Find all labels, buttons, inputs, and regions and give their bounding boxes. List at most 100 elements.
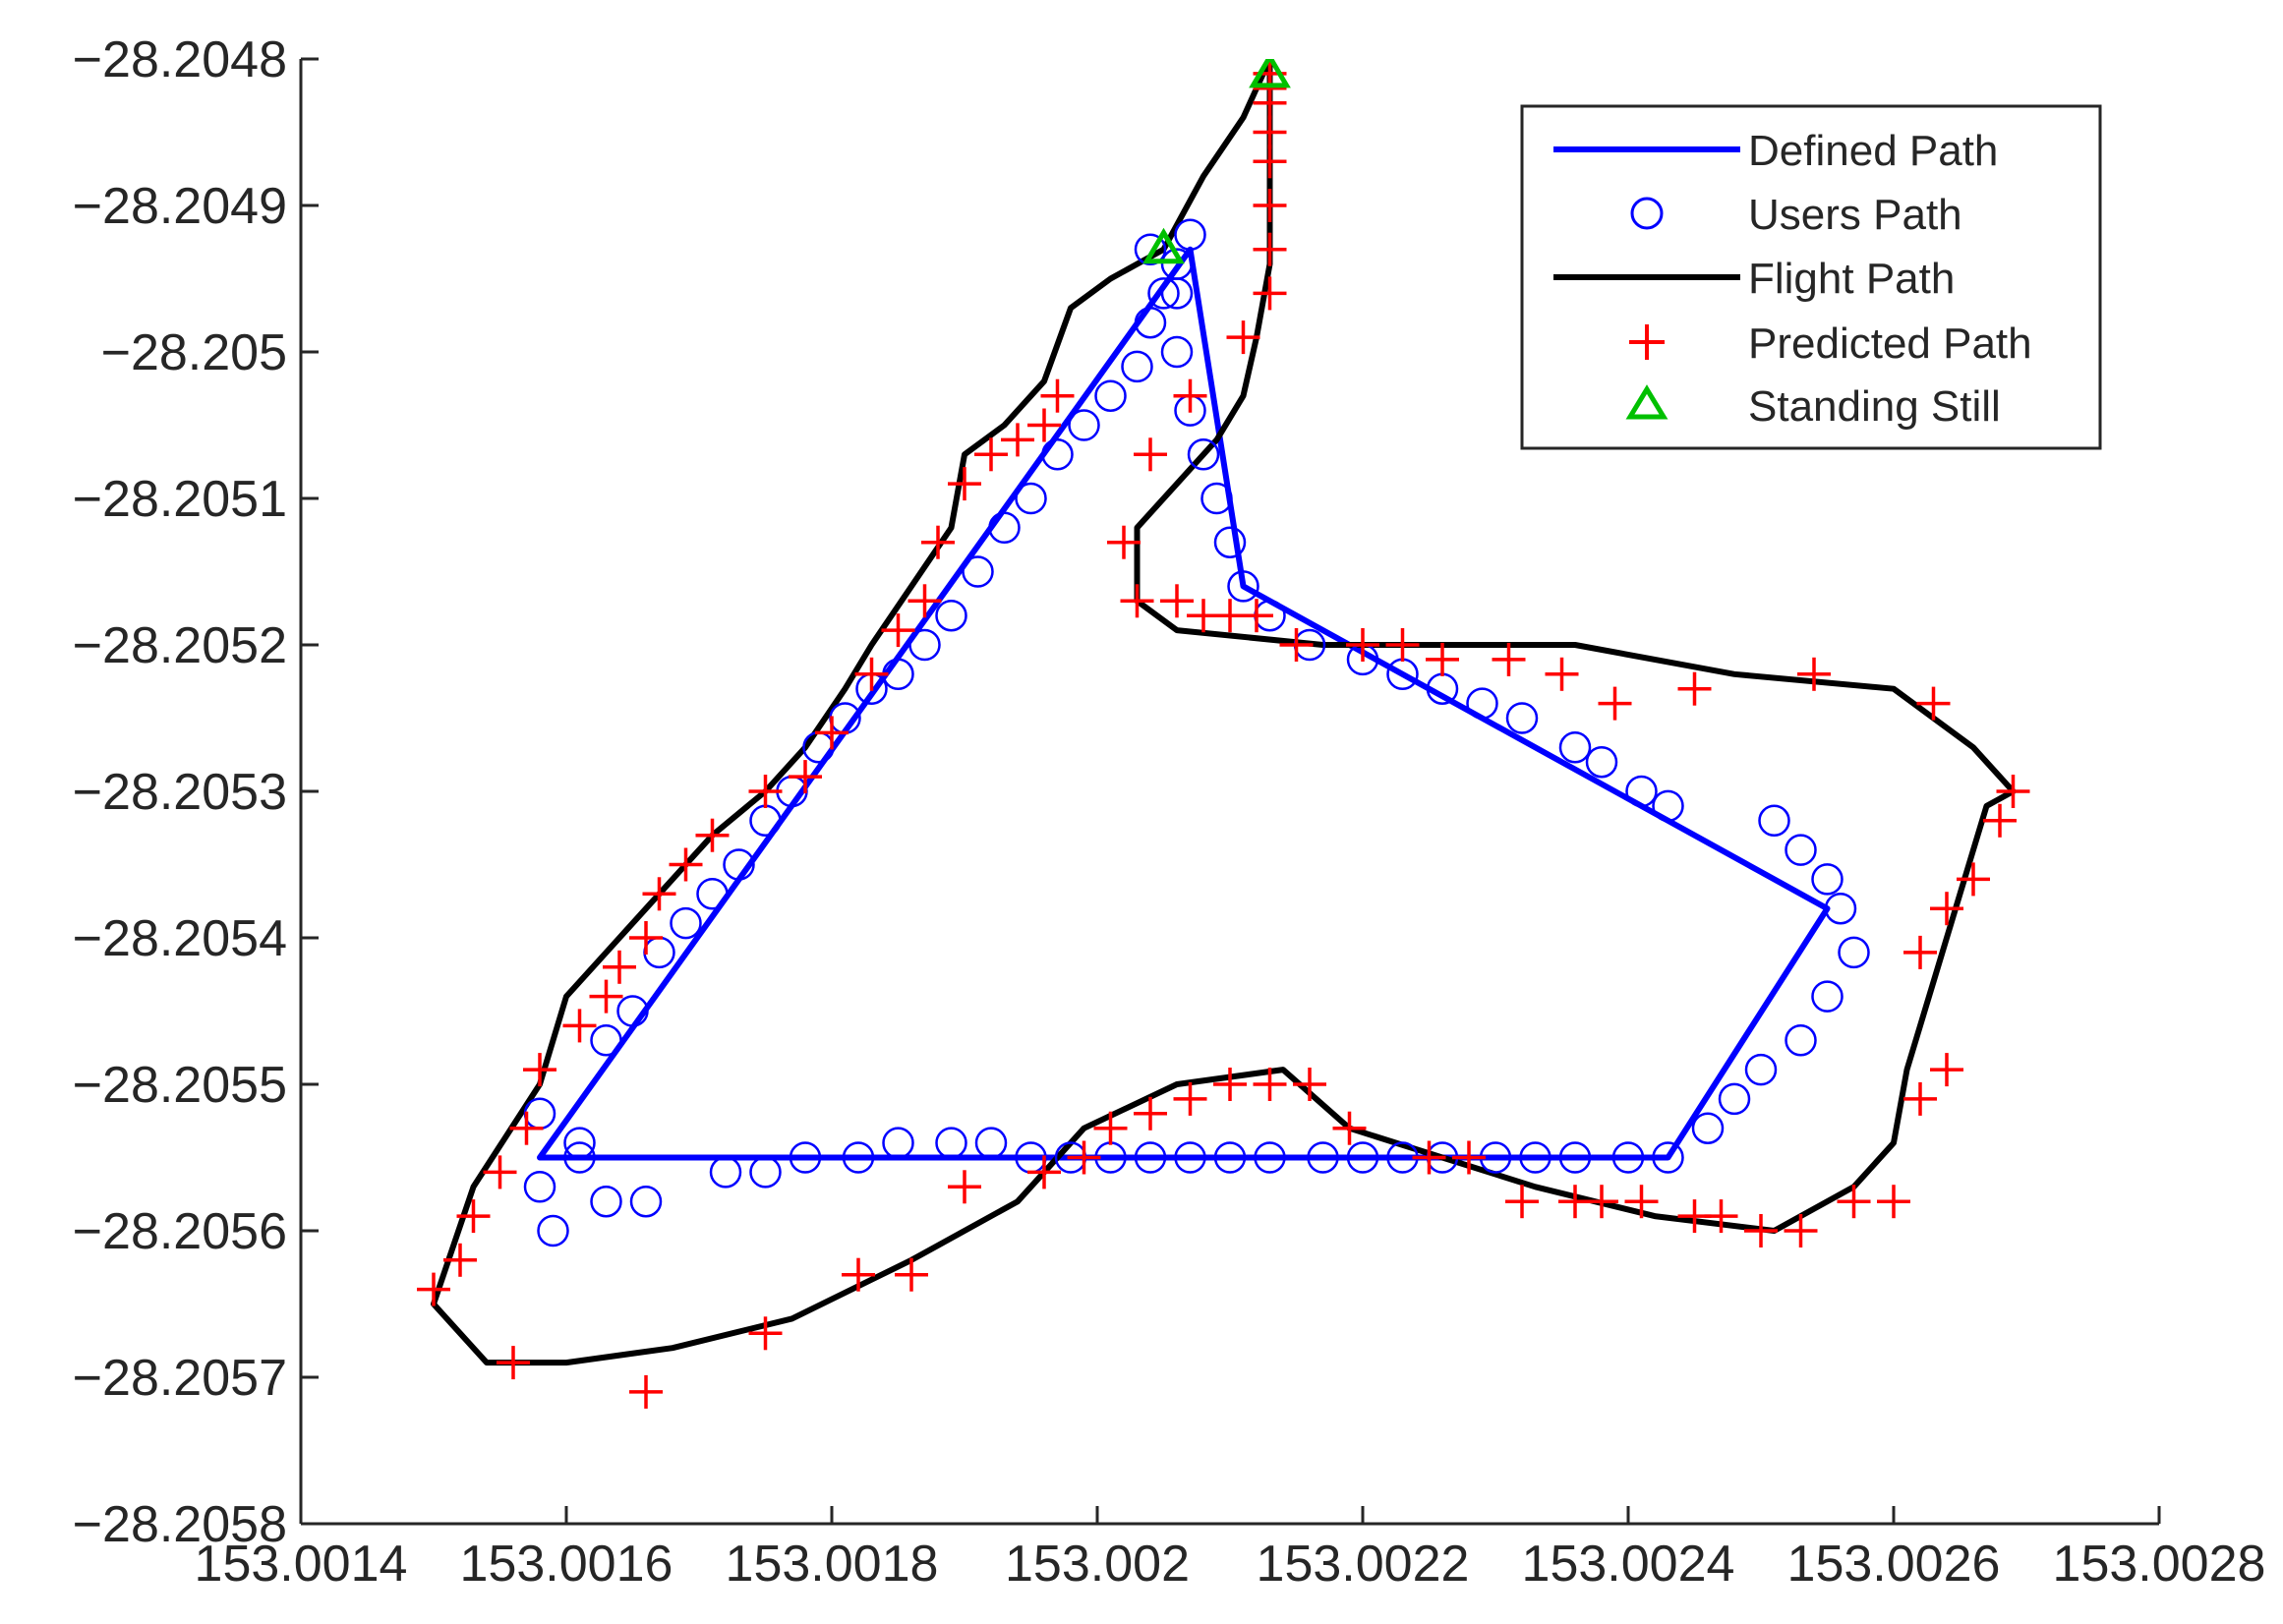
y-tick-label: −28.2051 <box>73 471 287 528</box>
data-point-predicted-path <box>589 979 623 1014</box>
data-point-users-path <box>1213 1141 1247 1174</box>
data-point-users-path <box>1147 277 1180 310</box>
data-point-predicted-path <box>1253 276 1287 311</box>
data-point-users-path <box>1718 1082 1751 1116</box>
data-point-predicted-path <box>789 760 822 794</box>
data-point-predicted-path <box>1240 599 1273 633</box>
data-point-predicted-path <box>1903 1081 1937 1116</box>
data-point-users-path <box>1307 1141 1339 1174</box>
data-point-users-path <box>974 1127 1008 1159</box>
data-point-users-path <box>1785 834 1817 866</box>
y-tick-label: −28.205 <box>101 324 287 381</box>
data-point-users-path <box>563 1141 596 1174</box>
data-point-predicted-path <box>1797 657 1831 691</box>
data-point-users-path <box>523 1171 556 1203</box>
legend-label-flight-path: Flight Path <box>1748 255 1955 303</box>
data-point-predicted-path <box>1837 1185 1871 1219</box>
data-point-users-path <box>882 1127 914 1159</box>
data-point-predicted-path <box>456 1199 491 1234</box>
x-tick-label: 153.0028 <box>2053 1536 2266 1593</box>
data-point-predicted-path <box>1253 1068 1287 1101</box>
data-point-predicted-path <box>1279 628 1314 662</box>
data-point-users-path <box>1134 233 1167 265</box>
data-point-users-path <box>1160 277 1194 310</box>
data-point-predicted-path <box>1027 1155 1061 1189</box>
data-point-predicted-path <box>1293 1068 1326 1101</box>
data-point-predicted-path <box>1253 232 1287 266</box>
data-point-users-path <box>935 599 967 632</box>
data-point-users-path <box>1811 863 1844 896</box>
data-point-predicted-path <box>603 950 636 984</box>
data-point-users-path <box>1134 306 1167 339</box>
data-point-users-path <box>1652 1141 1684 1174</box>
data-point-predicted-path <box>1996 775 2030 808</box>
data-point-predicted-path <box>948 1170 981 1204</box>
data-point-predicted-path <box>1134 437 1167 472</box>
data-point-predicted-path <box>1412 1140 1446 1175</box>
data-point-predicted-path <box>629 1374 663 1409</box>
data-point-predicted-path <box>1957 862 1990 897</box>
data-point-users-path <box>749 1156 782 1189</box>
data-point-predicted-path <box>1877 1185 1910 1219</box>
data-point-predicted-path <box>1930 1053 1963 1087</box>
data-point-users-path <box>1505 702 1539 734</box>
data-point-users-path <box>842 1141 875 1174</box>
data-point-users-path <box>1611 1141 1645 1174</box>
data-point-predicted-path <box>748 1316 783 1351</box>
data-point-predicted-path <box>1134 1096 1167 1131</box>
data-point-users-path <box>1200 482 1233 515</box>
data-point-predicted-path <box>1677 671 1712 706</box>
ticks: 153.0014 153.0016 153.0018 153.002 153.0022 1… <box>73 31 2266 1593</box>
data-point-users-path <box>935 1127 967 1159</box>
data-point-users-path <box>1187 438 1220 471</box>
data-point-predicted-path <box>921 525 955 559</box>
data-point-users-path <box>723 848 755 881</box>
data-point-users-path <box>1824 892 1857 925</box>
x-tick-label: 153.0022 <box>1257 1536 1470 1593</box>
data-point-users-path <box>1785 1024 1817 1057</box>
data-point-predicted-path <box>497 1346 530 1380</box>
data-point-predicted-path <box>417 1272 450 1306</box>
data-point-predicted-path <box>907 584 942 618</box>
data-point-predicted-path <box>1492 642 1526 676</box>
data-point-users-path <box>1134 1141 1167 1174</box>
data-point-predicted-path <box>523 1053 556 1087</box>
data-point-users-path <box>1160 335 1194 369</box>
x-tick-label: 153.0018 <box>726 1536 939 1593</box>
y-tick-label: −28.2056 <box>73 1203 287 1260</box>
data-point-predicted-path <box>881 613 915 648</box>
legend-label-predicted-path: Predicted Path <box>1748 319 2032 368</box>
data-point-predicted-path <box>1332 1111 1367 1145</box>
data-point-predicted-path <box>1784 1214 1818 1247</box>
data-point-users-path <box>1174 1141 1206 1174</box>
legend-swatch-standing-still <box>1625 384 1668 420</box>
data-point-users-path <box>962 555 994 588</box>
x-tick-label: 153.0016 <box>460 1536 673 1593</box>
data-point-users-path <box>1041 438 1074 471</box>
data-point-predicted-path <box>1598 686 1632 721</box>
series-predicted-path <box>417 59 2030 1409</box>
data-point-users-path <box>1744 1053 1778 1086</box>
data-point-users-path <box>590 1024 622 1057</box>
data-point-predicted-path <box>1001 423 1034 457</box>
series-layer <box>417 59 2030 1409</box>
data-point-predicted-path <box>1253 115 1287 149</box>
data-point-predicted-path <box>1067 1140 1101 1175</box>
y-tick-label: −28.2048 <box>73 31 287 88</box>
data-point-predicted-path <box>629 921 663 955</box>
data-point-predicted-path <box>974 437 1008 472</box>
data-point-users-path <box>1121 350 1153 383</box>
data-point-users-path <box>1811 980 1844 1013</box>
legend-swatch-predicted-path <box>1629 324 1665 360</box>
data-point-predicted-path <box>1903 935 1937 969</box>
data-point-users-path <box>1585 745 1618 779</box>
plot-area <box>417 59 2030 1409</box>
data-point-users-path <box>1652 789 1684 823</box>
data-point-predicted-path <box>483 1155 517 1189</box>
x-tick-label: 153.002 <box>1005 1536 1190 1593</box>
data-point-predicted-path <box>1505 1185 1539 1219</box>
x-tick-label: 153.0024 <box>1522 1536 1735 1593</box>
data-point-predicted-path <box>1027 408 1061 442</box>
data-point-users-path <box>1015 482 1047 515</box>
data-point-predicted-path <box>1545 657 1579 691</box>
